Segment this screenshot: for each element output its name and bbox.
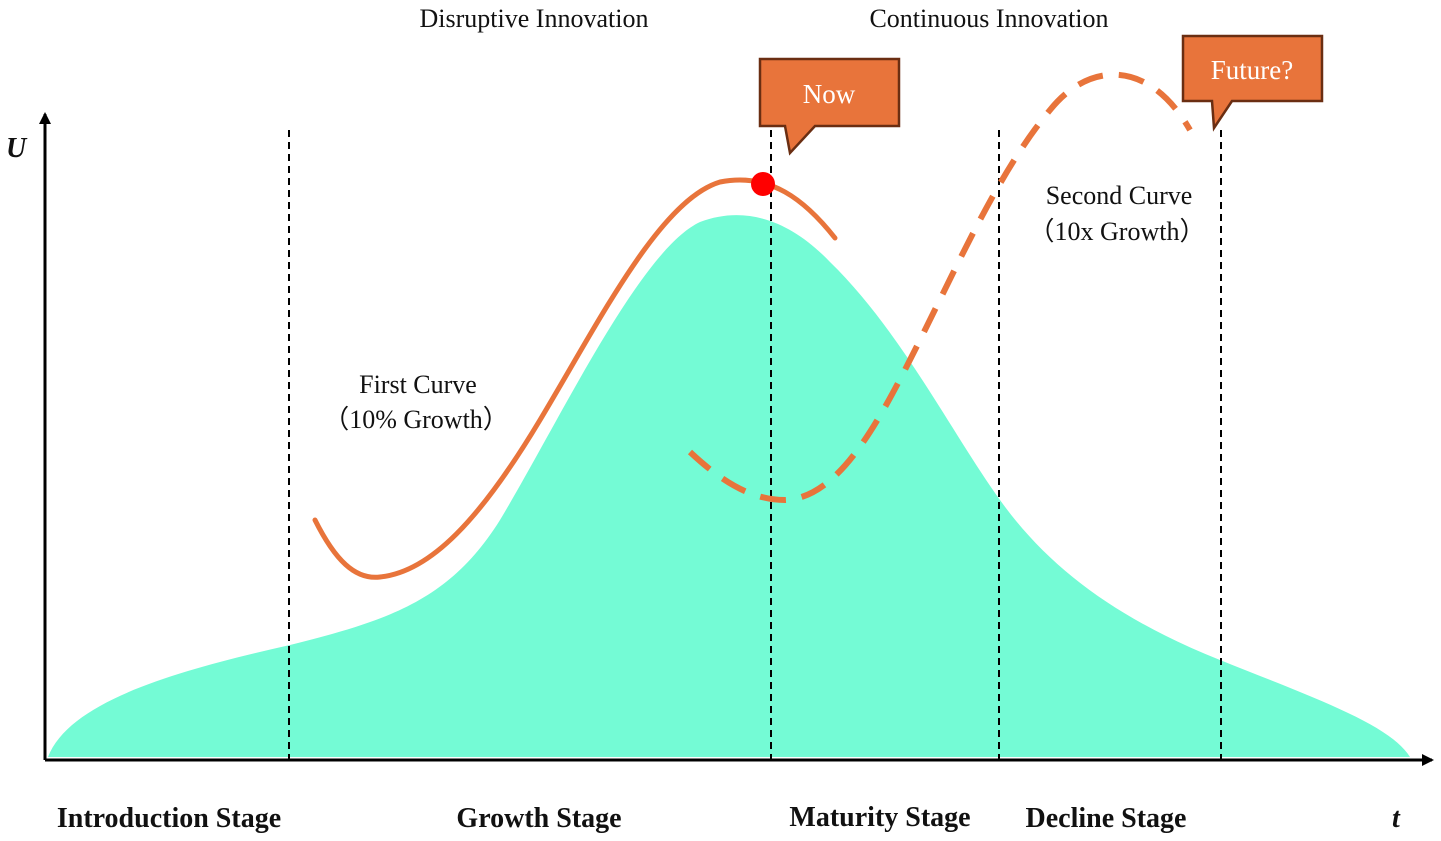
future-callout-text: Future? [1211,55,1293,85]
y-axis-label: U [6,133,28,164]
second-curve-label: Second Curve [1046,181,1193,210]
now-marker-dot [751,172,775,196]
now-callout-text: Now [803,79,856,109]
x-axis-label: t [1392,803,1401,834]
stage-label-decline: Decline Stage [1026,803,1187,834]
second-curve-growth-label: （10x Growth） [1029,217,1206,246]
disruptive-innovation-label: Disruptive Innovation [420,4,649,33]
first-curve-growth-label: （10% Growth） [323,405,509,434]
now-callout-box [758,57,901,156]
future-callout-box [1181,34,1324,132]
stage-label-maturity: Maturity Stage [789,802,970,833]
stage-label-growth: Growth Stage [456,803,621,834]
second-curve-line [687,71,1193,504]
stage-label-introduction: Introduction Stage [57,803,281,834]
first-curve-label: First Curve [359,370,477,399]
continuous-innovation-label: Continuous Innovation [869,4,1108,33]
